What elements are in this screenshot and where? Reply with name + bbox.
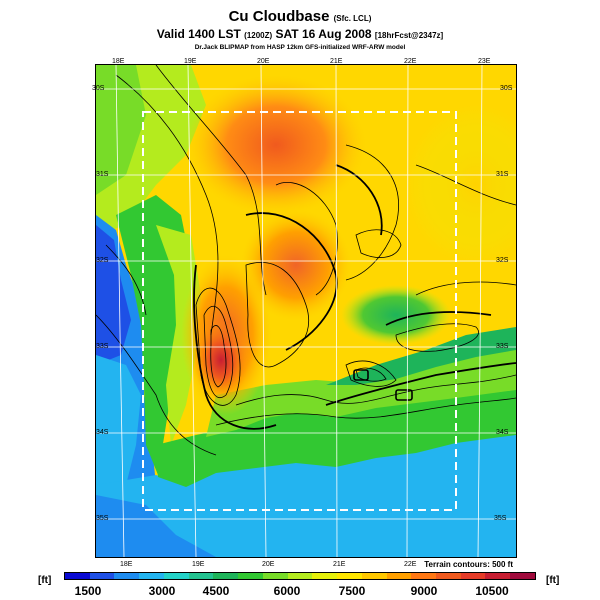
- lon-label-bottom: 21E: [333, 561, 346, 568]
- lat-label-left: 31S: [96, 171, 109, 178]
- colorbar-tick: 3000: [148, 584, 176, 598]
- colorbar-tick: 6000: [273, 584, 301, 598]
- colorbar: [64, 572, 536, 580]
- colorbar-tick: 1500: [74, 584, 102, 598]
- thick-contours: [193, 164, 516, 430]
- west-ocean-shelf: [96, 355, 141, 505]
- lat-label-right: 33S: [496, 343, 509, 350]
- chart-header: Cu Cloudbase (Sfc. LCL) Valid 1400 LST (…: [0, 8, 600, 52]
- lon-label-bottom: 19E: [192, 561, 205, 568]
- central-orange-high: [241, 210, 351, 320]
- colorbar-segment: [510, 573, 535, 579]
- colorbar-tick: 9000: [410, 584, 438, 598]
- colorbar-segment: [411, 573, 437, 579]
- lon-label-top: 23E: [478, 58, 491, 65]
- sw-ocean-deep: [96, 495, 216, 557]
- colorbar-tick: 7500: [338, 584, 366, 598]
- lat-label-left: 32S: [96, 257, 109, 264]
- colorbar-segment: [114, 573, 140, 579]
- colorbar-segment: [139, 573, 164, 579]
- lat-label-left: 33S: [96, 343, 109, 350]
- chart-title-line: Cu Cloudbase (Sfc. LCL): [0, 8, 600, 27]
- colorbar-segment: [65, 573, 90, 579]
- north-orange-high: [186, 75, 366, 215]
- colorbar-unit-right: [ft]: [546, 575, 560, 586]
- colorbar-segment: [89, 573, 115, 579]
- chart-title: Cu Cloudbase: [228, 8, 330, 25]
- lat-label-right: 31S: [496, 171, 509, 178]
- chart-title-sub: (Sfc. LCL): [333, 14, 372, 23]
- colorbar-segment: [287, 573, 313, 579]
- nw-lime-band: [96, 65, 146, 195]
- lon-label-bottom: 22E: [404, 561, 417, 568]
- map-canvas: [96, 65, 516, 557]
- lat-label-right: 30S: [500, 85, 513, 92]
- lat-label-left: 35S: [96, 515, 109, 522]
- terrain-contour-note: Terrain contours: 500 ft: [424, 560, 513, 569]
- colorbar-segment: [188, 573, 214, 579]
- terrain-contours: [96, 65, 516, 456]
- valid-time-line: Valid 1400 LST (1200Z) SAT 16 Aug 2008 […: [0, 27, 600, 43]
- colorbar-segment: [485, 573, 511, 579]
- colorbar-tick: 10500: [475, 584, 509, 598]
- forecast-tag: [18hrFcst@2347z]: [374, 31, 444, 40]
- west-ocean-deep: [96, 225, 131, 365]
- valid-time: Valid 1400 LST: [156, 27, 241, 41]
- colorbar-segment: [312, 573, 338, 579]
- lat-label-right: 32S: [496, 257, 509, 264]
- valid-date: SAT 16 Aug 2008: [275, 27, 372, 41]
- south-coast-green: [156, 385, 516, 487]
- lat-label-right: 35S: [494, 515, 507, 522]
- lon-label-top: 18E: [112, 58, 125, 65]
- west-interior-lime: [156, 225, 201, 445]
- lon-label-bottom: 18E: [120, 561, 133, 568]
- colorbar-segment: [386, 573, 412, 579]
- colorbar-segment: [460, 573, 486, 579]
- colorbar-segment: [213, 573, 239, 579]
- east-yellow-patch: [406, 105, 516, 265]
- lat-label-right: 34S: [496, 429, 509, 436]
- colorbar-segment: [361, 573, 387, 579]
- colorbar-segment: [163, 573, 189, 579]
- lat-lon-grid: [96, 65, 516, 557]
- valid-zulu: (1200Z): [244, 31, 273, 40]
- lon-label-top: 20E: [257, 58, 270, 65]
- colorbar-segment: [238, 573, 263, 579]
- east-green-patch: [341, 285, 451, 345]
- model-credit: Dr.Jack BLIPMAP from HASP 12km GFS-initi…: [194, 44, 406, 51]
- lat-label-left: 30S: [92, 85, 105, 92]
- lon-label-bottom: 20E: [262, 561, 275, 568]
- colorbar-segment: [337, 573, 362, 579]
- south-ocean: [96, 430, 516, 557]
- closed-highs: [353, 369, 413, 401]
- colorbar-segment: [436, 573, 461, 579]
- lon-label-top: 21E: [330, 58, 343, 65]
- lon-label-top: 22E: [404, 58, 417, 65]
- domain-boundary: [142, 111, 457, 511]
- central-green-trough: [326, 327, 516, 385]
- red-core-high: [193, 320, 249, 400]
- colorbar-segment: [262, 573, 288, 579]
- cloudbase-map: [95, 64, 517, 558]
- colorbar-unit-left: [ft]: [38, 575, 52, 586]
- lat-label-left: 34S: [96, 429, 109, 436]
- colorbar-tick: 4500: [202, 584, 230, 598]
- lon-label-top: 19E: [184, 58, 197, 65]
